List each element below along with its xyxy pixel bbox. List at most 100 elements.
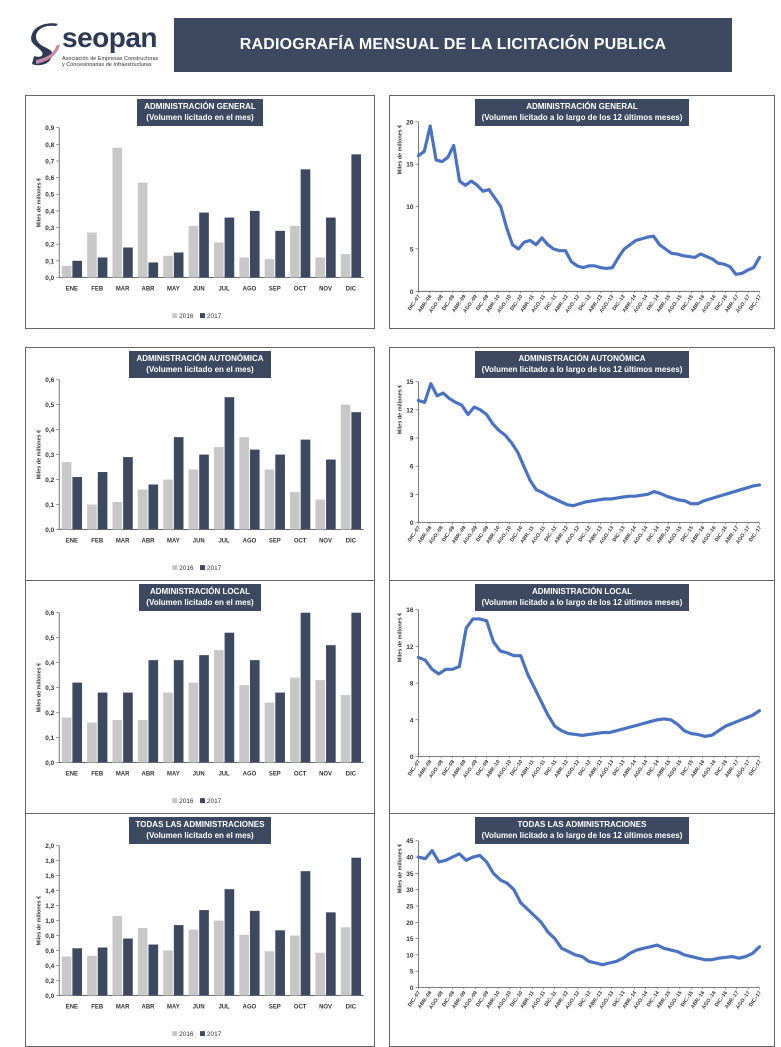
y-axis-title: Miles de millones € — [36, 430, 42, 480]
y-tick-label: 0,3 — [45, 452, 54, 459]
bar-2016-jul — [213, 447, 224, 530]
bar-chart-panel: 0,0 0,2 0,4 0,6 0,8 1,0 1,2 1,4 1,6 1,8 2,0 Miles d… — [25, 813, 375, 1047]
bar-2016-jun — [188, 225, 199, 278]
y-tick-label: 0,7 — [45, 158, 54, 165]
bar-2017-feb — [97, 257, 108, 278]
bar-2017-jun — [199, 454, 209, 530]
x-tick-label: FEB — [91, 1004, 104, 1010]
series-line — [416, 617, 762, 738]
chart-svg: 0,0 0,1 0,2 0,3 0,4 0,5 0,6 Miles de millones €… — [36, 377, 364, 572]
x-tick-label: JUN — [193, 538, 205, 544]
y-tick-label: 15 — [406, 936, 414, 943]
x-tick-label: OCT — [294, 771, 307, 777]
bar-2016-ago — [239, 437, 249, 530]
bar-2016-sep — [264, 469, 275, 530]
chart-subtitle: (Volumen licitado en el mes) — [146, 365, 254, 374]
bar-2017-may — [173, 252, 184, 278]
x-tick-label: JUN — [193, 1004, 205, 1010]
x-tick-label: OCT — [294, 1004, 307, 1010]
bar-2016-dic — [340, 695, 351, 763]
x-tick-label: SEP — [269, 771, 281, 777]
x-tick-label: NOV — [319, 771, 332, 777]
legend-swatch-2017 — [200, 1031, 205, 1037]
bar-2017-dic — [351, 154, 362, 278]
legend-swatch-2017 — [200, 565, 205, 571]
x-tick-label: FEB — [91, 771, 104, 777]
x-tick-label: NOV — [319, 1004, 332, 1010]
seopan-logo-mark — [31, 23, 60, 66]
chart-title-box: ADMINISTRACIÓN GENERAL (Volumen licitado … — [26, 99, 374, 126]
bar-2017-mar — [123, 247, 133, 278]
y-tick-label: 0,5 — [45, 402, 54, 409]
y-tick-label: 20 — [406, 920, 414, 927]
x-tick-label: NOV — [319, 286, 332, 292]
bar-2017-ene — [72, 682, 83, 763]
x-tick-label: OCT — [294, 538, 307, 544]
bar-2017-jul — [224, 397, 235, 530]
x-tick-label: ENE — [66, 771, 78, 777]
bar-2016-sep — [264, 702, 275, 763]
chart-subtitle: (Volumen licitado en el mes) — [146, 113, 254, 122]
chart-title-box: TODAS LAS ADMINISTRACIONES (Volumen licit… — [390, 817, 774, 844]
x-tick-label: ABR — [142, 1004, 156, 1010]
x-tick-label: MAR — [116, 771, 130, 777]
x-tick-label: SEP — [269, 1004, 281, 1010]
bar-2017-ene — [72, 477, 83, 530]
y-tick-label: 1,0 — [45, 918, 54, 925]
line-chart-panel: 0 3 6 9 12 15 Miles de millones € DIC.-07 ABR.-0… — [389, 347, 775, 581]
bar-2016-may — [163, 255, 173, 278]
bar-2017-jul — [224, 217, 235, 278]
bar-2017-dic — [351, 857, 362, 996]
x-tick-label: MAR — [116, 538, 130, 544]
bar-2017-feb — [97, 947, 108, 996]
y-tick-label: 0,3 — [45, 225, 54, 232]
x-tick-label: MAY — [167, 538, 180, 544]
bar-2017-mar — [123, 457, 133, 530]
y-tick-label: 1,4 — [45, 888, 54, 895]
y-tick-label: 0,6 — [45, 610, 54, 617]
y-tick-label: 0,1 — [45, 735, 54, 742]
bar-2016-mar — [112, 720, 123, 763]
y-tick-label: 0,2 — [45, 242, 54, 249]
bar-2016-abr — [137, 489, 148, 530]
bar-2016-jul — [213, 242, 224, 278]
bar-2017-dic — [351, 612, 362, 763]
y-tick-label: 0,6 — [45, 948, 54, 955]
y-tick-label: 0,0 — [45, 760, 54, 767]
bar-2016-ago — [239, 257, 249, 278]
y-tick-label: 0,0 — [45, 993, 54, 1000]
legend-swatch-2017 — [200, 313, 205, 319]
y-tick-label: 0,6 — [45, 175, 54, 182]
y-tick-label: 5 — [410, 246, 414, 253]
legend-label-2017: 2017 — [207, 565, 222, 572]
x-tick-label: MAR — [116, 1004, 130, 1010]
legend-label-2017: 2017 — [207, 798, 222, 805]
x-tick-label: AGO — [243, 286, 257, 292]
x-tick-label: OCT — [294, 286, 307, 292]
logo-subtitle-2: y Concesionarias de Infraestructuras — [62, 62, 152, 68]
y-tick-label: 0,9 — [45, 125, 54, 132]
bar-2016-may — [163, 692, 173, 763]
legend-label-2016: 2016 — [179, 1031, 194, 1038]
y-tick-label: 0,8 — [45, 142, 54, 149]
chart-subtitle: (Volumen licitado en el mes) — [146, 598, 254, 607]
y-tick-label: 40 — [406, 855, 414, 862]
bar-2017-ene — [72, 948, 83, 996]
y-tick-label: 0 — [410, 520, 414, 527]
x-tick-label: SEP — [269, 286, 281, 292]
bar-2017-jul — [224, 632, 235, 763]
chart-title: ADMINISTRACIÓN LOCAL — [150, 587, 250, 596]
bar-2017-oct — [300, 871, 311, 996]
bar-2017-may — [173, 925, 184, 996]
bar-2017-abr — [148, 262, 159, 278]
bar-2016-dic — [340, 404, 351, 530]
chart-title-box: ADMINISTRACIÓN AUTONÓMICA (Volumen licita… — [26, 351, 374, 378]
y-tick-label: 3 — [410, 492, 414, 499]
bar-2016-may — [163, 479, 173, 530]
legend-swatch-2016 — [172, 313, 178, 319]
bar-2016-jul — [213, 650, 224, 763]
bar-chart-panel: 0,0 0,1 0,2 0,3 0,4 0,5 0,6 Miles de millones €… — [25, 580, 375, 814]
